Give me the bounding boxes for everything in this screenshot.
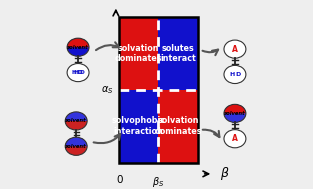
Text: solutes
interact: solutes interact xyxy=(160,44,196,63)
Text: A: A xyxy=(232,134,238,143)
Bar xyxy=(119,17,158,90)
PathPatch shape xyxy=(65,137,87,146)
Text: A: A xyxy=(232,45,238,54)
Text: solvent: solvent xyxy=(224,111,246,116)
Ellipse shape xyxy=(224,130,246,148)
Bar xyxy=(119,90,158,163)
Bar xyxy=(158,17,198,90)
Ellipse shape xyxy=(224,65,246,84)
Ellipse shape xyxy=(224,104,246,122)
PathPatch shape xyxy=(224,104,246,113)
Ellipse shape xyxy=(65,137,87,155)
Text: H: H xyxy=(72,70,77,75)
Text: 0: 0 xyxy=(116,175,123,185)
Text: solvophobic
interaction: solvophobic interaction xyxy=(111,116,166,136)
Ellipse shape xyxy=(67,64,89,82)
PathPatch shape xyxy=(67,38,89,47)
Text: $\mathit{\alpha_S}$: $\mathit{\alpha_S}$ xyxy=(101,84,114,96)
Bar xyxy=(158,90,198,163)
Text: $\mathit{\beta}$: $\mathit{\beta}$ xyxy=(220,165,229,182)
Text: D: D xyxy=(80,70,84,75)
Ellipse shape xyxy=(65,112,87,130)
Text: $\mathit{\beta_S}$: $\mathit{\beta_S}$ xyxy=(152,175,165,189)
Ellipse shape xyxy=(67,38,89,56)
Ellipse shape xyxy=(224,40,246,58)
PathPatch shape xyxy=(65,112,87,121)
Text: H: H xyxy=(229,72,234,77)
Bar xyxy=(119,17,198,163)
Text: solvent: solvent xyxy=(67,45,89,50)
Text: D: D xyxy=(236,72,241,77)
Text: solvent: solvent xyxy=(65,119,87,123)
Text: solvation
dominates: solvation dominates xyxy=(155,116,202,136)
Text: solvent: solvent xyxy=(65,144,87,149)
Text: HD: HD xyxy=(73,70,83,75)
Text: solvation
dominates: solvation dominates xyxy=(115,44,162,63)
